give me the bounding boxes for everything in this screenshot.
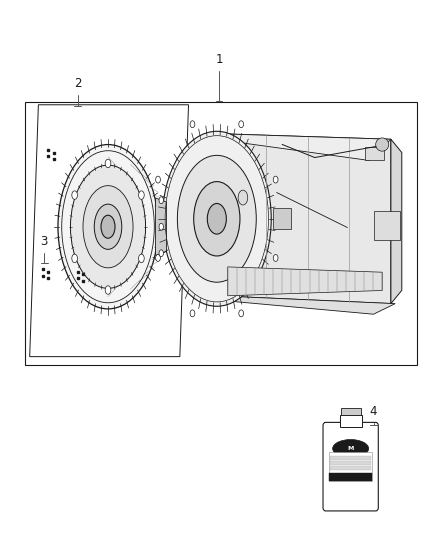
Ellipse shape: [207, 204, 226, 234]
Polygon shape: [391, 139, 402, 304]
Ellipse shape: [155, 254, 160, 261]
Bar: [330, 466, 371, 470]
Ellipse shape: [94, 204, 122, 249]
Bar: [273, 208, 291, 229]
Bar: [25, 102, 417, 365]
Bar: [374, 211, 399, 240]
Polygon shape: [155, 198, 166, 255]
Ellipse shape: [83, 185, 133, 268]
Ellipse shape: [105, 159, 111, 168]
Ellipse shape: [273, 254, 278, 261]
Ellipse shape: [239, 310, 244, 317]
Ellipse shape: [138, 254, 144, 263]
Bar: [365, 147, 385, 160]
Ellipse shape: [190, 310, 195, 317]
Bar: [330, 461, 371, 465]
Text: 4: 4: [370, 405, 377, 418]
Ellipse shape: [239, 121, 244, 128]
Ellipse shape: [101, 215, 115, 238]
Polygon shape: [208, 134, 391, 160]
Ellipse shape: [194, 182, 240, 256]
Polygon shape: [217, 134, 391, 304]
Ellipse shape: [58, 144, 158, 309]
Ellipse shape: [177, 155, 256, 282]
Bar: [340, 408, 361, 415]
Ellipse shape: [159, 250, 163, 257]
Ellipse shape: [238, 190, 248, 205]
FancyBboxPatch shape: [323, 422, 378, 511]
Ellipse shape: [105, 286, 111, 294]
Bar: [330, 456, 371, 460]
Ellipse shape: [72, 254, 78, 263]
Ellipse shape: [72, 191, 78, 199]
Text: 1: 1: [215, 53, 223, 66]
Ellipse shape: [332, 440, 369, 458]
Bar: [339, 416, 362, 427]
Ellipse shape: [155, 176, 160, 183]
Text: M: M: [347, 446, 354, 451]
Polygon shape: [228, 267, 382, 296]
Text: 2: 2: [74, 77, 81, 90]
Ellipse shape: [138, 191, 144, 199]
Ellipse shape: [159, 223, 163, 230]
Bar: [329, 473, 372, 481]
Ellipse shape: [71, 165, 145, 288]
Ellipse shape: [162, 131, 271, 306]
Text: 3: 3: [40, 236, 48, 248]
Ellipse shape: [190, 121, 195, 128]
Ellipse shape: [273, 176, 278, 183]
Polygon shape: [208, 296, 395, 314]
Ellipse shape: [376, 138, 389, 151]
Bar: [329, 452, 372, 481]
Ellipse shape: [159, 197, 163, 204]
